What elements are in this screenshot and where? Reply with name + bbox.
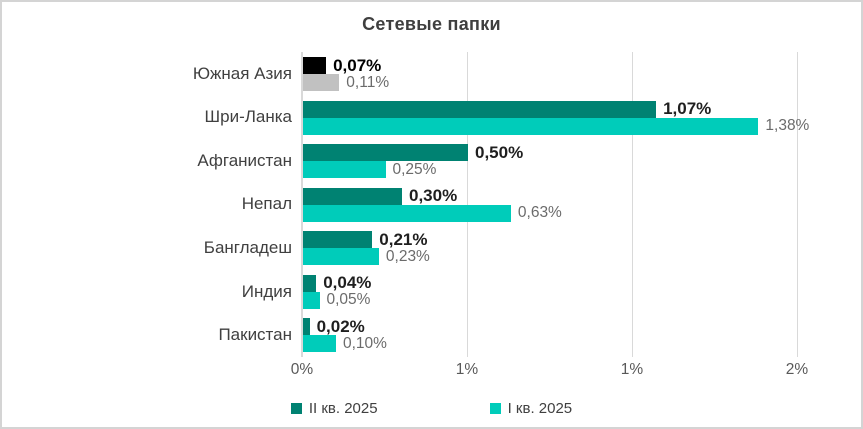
value-label: 0,11% — [346, 73, 390, 91]
bar-q1-2025 — [303, 161, 386, 179]
legend-label: I кв. 2025 — [507, 400, 573, 417]
chart-legend: II кв. 2025 I кв. 2025 — [2, 400, 861, 417]
value-label: 1,38% — [765, 117, 810, 135]
value-label: 1,07% — [663, 99, 712, 119]
bar-q1-2025 — [303, 335, 336, 353]
value-label: 0,04% — [323, 273, 372, 293]
bar-q2-2025 — [303, 187, 402, 205]
value-label: 0,50% — [475, 142, 524, 162]
legend-item-q2-2025: II кв. 2025 — [290, 400, 378, 417]
value-label: 0,23% — [385, 247, 430, 265]
category-label: Шри-Ланка — [204, 107, 292, 127]
category-label: Южная Азия — [192, 63, 292, 83]
category-label: Непал — [241, 194, 292, 214]
legend-swatch-q2-2025 — [290, 403, 302, 414]
bar-q1-2025 — [303, 248, 379, 266]
chart-title: Сетевые папки — [362, 14, 501, 34]
legend-item-q1-2025: I кв. 2025 — [489, 400, 573, 417]
value-label: 0,10% — [343, 334, 387, 352]
bar-q2-2025 — [303, 318, 310, 336]
gridline — [797, 52, 798, 357]
bar-q2-2025 — [303, 57, 327, 74]
bar-q1-2025 — [303, 74, 340, 91]
value-label: 0,63% — [517, 204, 562, 222]
value-label: 0,21% — [379, 229, 428, 249]
value-label: 0,07% — [333, 55, 382, 75]
legend-label: II кв. 2025 — [308, 400, 378, 417]
bar-q1-2025 — [303, 291, 320, 309]
gridline — [632, 52, 633, 357]
x-axis-tick-label: 2% — [785, 361, 809, 378]
bar-q2-2025 — [303, 100, 657, 118]
category-label: Афганистан — [197, 150, 292, 170]
bar-q2-2025 — [303, 144, 468, 162]
x-axis-tick-label: 0% — [290, 361, 314, 378]
x-axis-tick-label: 1% — [455, 361, 479, 378]
value-label: 0,25% — [392, 160, 437, 178]
category-label: Пакистан — [218, 325, 292, 345]
bar-q1-2025 — [303, 204, 511, 222]
value-label: 0,30% — [409, 186, 458, 206]
category-label: Индия — [241, 281, 292, 301]
category-label: Бангладеш — [203, 238, 292, 258]
bar-q2-2025 — [303, 274, 317, 292]
x-axis-tick-label: 1% — [620, 361, 644, 378]
bar-q2-2025 — [303, 231, 373, 249]
gridline — [467, 52, 468, 357]
value-label: 0,05% — [326, 291, 371, 309]
value-axis-line — [301, 52, 303, 357]
bar-q1-2025 — [303, 117, 759, 135]
legend-swatch-q1-2025 — [489, 403, 501, 414]
value-label: 0,02% — [316, 316, 365, 336]
